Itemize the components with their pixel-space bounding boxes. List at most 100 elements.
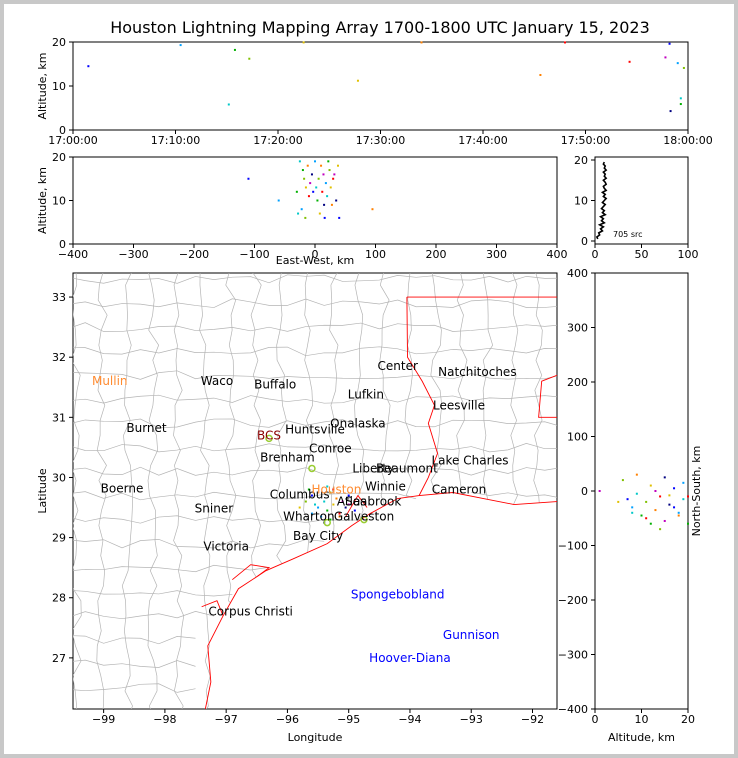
time-altitude-panel: 17:00:00 17:10:00 17:20:00 17:30:00 17:40:00… bbox=[36, 36, 713, 147]
county-boundary bbox=[73, 443, 557, 453]
city-label: Leesville bbox=[433, 398, 485, 412]
city-label: Bay City bbox=[293, 529, 343, 543]
eastwest-axis-tick-label: 400 bbox=[547, 248, 568, 261]
county-boundary bbox=[73, 564, 270, 573]
map-lightning-point bbox=[329, 491, 332, 494]
station-marker bbox=[265, 434, 273, 443]
map-lightning-point bbox=[341, 500, 344, 503]
northsouth-yaxis-tick-label: 400 bbox=[567, 267, 588, 280]
northsouth-point bbox=[659, 528, 662, 531]
eastwest-point bbox=[328, 169, 331, 172]
eastwest-point bbox=[324, 182, 327, 185]
eastwest-point bbox=[277, 199, 280, 202]
northsouth-point bbox=[635, 492, 638, 495]
city-label: Mullin bbox=[92, 374, 128, 388]
eastwest-point bbox=[338, 216, 341, 219]
northsouth-point bbox=[649, 484, 652, 487]
eastwest-point bbox=[336, 164, 339, 167]
city-label: Victoria bbox=[203, 540, 249, 554]
city-label: BCS bbox=[257, 428, 281, 442]
eastwest-point bbox=[333, 173, 336, 176]
northsouth-point bbox=[682, 481, 685, 484]
figure-title: Houston Lightning Mapping Array 1700-180… bbox=[110, 18, 650, 37]
map-lightning-point bbox=[298, 506, 301, 509]
altitude-histogram-axes bbox=[594, 156, 689, 245]
coastline bbox=[204, 492, 557, 709]
time-altitude-point bbox=[233, 48, 236, 51]
northsouth-point bbox=[598, 490, 601, 492]
city-label: Buffalo bbox=[254, 377, 296, 391]
city-label: Huntsville bbox=[285, 422, 345, 436]
city-label: Columbus bbox=[270, 487, 330, 501]
northsouth-point bbox=[631, 506, 634, 509]
time-altitude-point bbox=[539, 74, 542, 76]
county-boundary bbox=[354, 273, 365, 521]
map-xlabel: Longitude bbox=[288, 731, 343, 744]
map-lightning-point bbox=[347, 503, 350, 506]
latitude-axis-tick-label: 28 bbox=[52, 592, 66, 605]
eastwest-point bbox=[329, 186, 332, 189]
city-label: Center bbox=[378, 359, 418, 373]
eastwest-point bbox=[371, 208, 374, 211]
map-lightning-point bbox=[353, 509, 356, 512]
longitude-axis-tick-label: −96 bbox=[276, 713, 299, 726]
county-boundary bbox=[302, 273, 313, 553]
northsouth-yaxis-tick-label: −400 bbox=[558, 703, 588, 716]
city-label: Hoover-Diana bbox=[369, 651, 451, 665]
bay-outline bbox=[232, 564, 271, 581]
city-label: Atlas bbox=[337, 495, 367, 509]
eastwest-altitude-yaxis-tick-label: 10 bbox=[52, 195, 66, 208]
time-altitude-point bbox=[682, 66, 685, 69]
northsouth-point bbox=[640, 514, 643, 517]
eastwest-point bbox=[326, 195, 329, 198]
northsouth-point bbox=[663, 519, 666, 522]
station-marker bbox=[308, 464, 316, 473]
city-label: Conroe bbox=[309, 442, 352, 456]
time-altitude-yaxis-tick-label: 20 bbox=[52, 36, 66, 49]
eastwest-altitude-yaxis-tick-label: 0 bbox=[59, 238, 66, 251]
map-lightning-point bbox=[320, 515, 323, 518]
county-boundary bbox=[250, 273, 262, 578]
northsouth-point bbox=[663, 476, 666, 479]
time-axis-tick-label: 17:30:00 bbox=[356, 134, 405, 147]
eastwest-point bbox=[332, 177, 335, 180]
time-axis-tick-label: 18:00:00 bbox=[663, 134, 712, 147]
time-altitude-point bbox=[356, 79, 359, 82]
station-marker bbox=[323, 518, 332, 527]
latitude-axis-tick-label: 31 bbox=[52, 411, 66, 424]
altitude-northsouth-axes bbox=[594, 272, 689, 710]
eastwest-xlabel: East-West, km bbox=[276, 254, 354, 267]
eastwest-point bbox=[304, 216, 307, 219]
panels-layer: 17:00:00 17:10:00 17:20:00 17:30:00 17:40:00… bbox=[36, 36, 713, 744]
map-lightning-point bbox=[335, 497, 338, 500]
county-boundary bbox=[73, 466, 557, 476]
city-label: Wharton bbox=[283, 510, 334, 524]
map-lightning-point bbox=[326, 509, 329, 512]
northsouth-point bbox=[677, 514, 680, 517]
map-content: Mullin Waco Buffalo Center Natchitoches Lufki… bbox=[73, 273, 557, 709]
eastwest-axis-tick-label: −300 bbox=[118, 248, 148, 261]
histogram-yaxis-tick-label: 10 bbox=[574, 195, 588, 208]
eastwest-point bbox=[304, 186, 307, 189]
map-lightning-point bbox=[338, 515, 341, 518]
northsouth-point bbox=[673, 487, 676, 490]
eastwest-point bbox=[297, 212, 300, 215]
eastwest-point bbox=[247, 177, 250, 180]
northsouth-xaxis-tick-label: 0 bbox=[592, 713, 599, 726]
time-altitude-point bbox=[628, 60, 631, 63]
city-label: Corpus Christi bbox=[208, 605, 293, 619]
map-lightning-point bbox=[310, 512, 313, 515]
county-boundary bbox=[73, 322, 557, 332]
longitude-axis-tick-label: −99 bbox=[92, 713, 115, 726]
county-boundary bbox=[73, 659, 196, 668]
map-lightning-point bbox=[304, 500, 307, 503]
county-boundary bbox=[121, 273, 134, 709]
eastwest-point bbox=[314, 160, 316, 163]
eastwest-point bbox=[321, 190, 324, 193]
time-altitude-point bbox=[87, 65, 90, 68]
eastwest-altitude-panel: −400 −300 −200 −100 0 100 200 300 400 0 10 20 East-W… bbox=[36, 151, 568, 267]
eastwest-point bbox=[317, 177, 320, 180]
northsouth-xlabel: Altitude, km bbox=[608, 731, 675, 744]
time-altitude-point bbox=[564, 41, 566, 44]
longitude-axis-tick-label: −92 bbox=[521, 713, 544, 726]
